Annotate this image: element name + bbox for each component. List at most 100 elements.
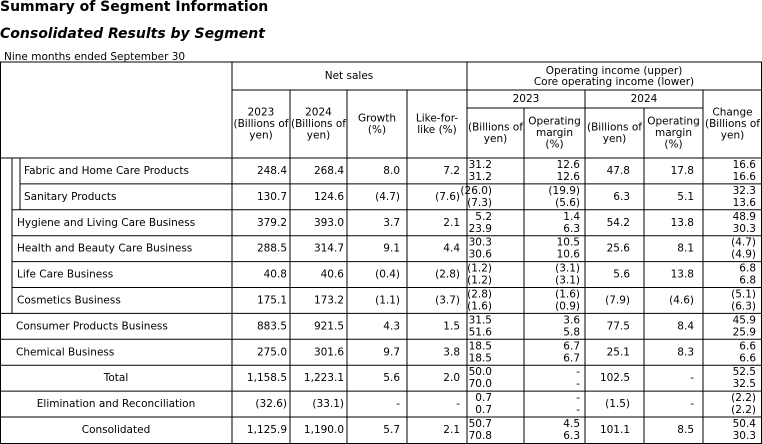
title: Summary of Segment Information xyxy=(0,0,268,15)
cell-value: 5.1 xyxy=(677,191,694,203)
cell-value: (1.6) xyxy=(555,288,580,300)
cell-value: 50.0 xyxy=(469,366,492,378)
subtitle: Consolidated Results by Segment xyxy=(0,26,266,42)
column-header: Growth xyxy=(358,112,396,124)
cell-value: 0.7 xyxy=(475,392,492,404)
row-label: Chemical Business xyxy=(16,346,114,358)
cell-value: (4.7) xyxy=(731,237,756,249)
cell-value: (3.1) xyxy=(555,263,580,275)
column-header: (Billions of xyxy=(587,121,642,133)
column-header: yen) xyxy=(307,130,330,142)
row-label: Cosmetics Business xyxy=(17,294,121,306)
column-header: yen) xyxy=(484,133,507,145)
cell-value: 18.5 xyxy=(469,340,492,352)
year-header: 2023 xyxy=(513,93,540,105)
column-header: (%) xyxy=(545,139,563,151)
cell-value: 30.3 xyxy=(469,237,492,249)
cell-value: - xyxy=(576,366,580,378)
cell-value: 6.3 xyxy=(563,223,580,235)
cell-value: 175.1 xyxy=(257,294,287,306)
cell-value: 2.1 xyxy=(443,424,460,436)
cell-value: (0.9) xyxy=(555,300,580,312)
column-header: Like-for- xyxy=(416,112,458,124)
cell-value: 0.7 xyxy=(475,404,492,416)
cell-value: 9.1 xyxy=(383,243,400,255)
cell-value: 5.7 xyxy=(383,424,400,436)
cell-value: (7.6) xyxy=(435,191,460,203)
cell-value: 275.0 xyxy=(257,346,287,358)
cell-value: 102.5 xyxy=(600,372,630,384)
cell-value: 5.8 xyxy=(563,326,580,338)
cell-value: - xyxy=(396,398,400,410)
cell-value: 5.6 xyxy=(613,269,630,281)
cell-value: (32.6) xyxy=(255,398,287,410)
row-label: Fabric and Home Care Products xyxy=(24,165,189,177)
cell-value: (5.1) xyxy=(731,288,756,300)
cell-value: (1.1) xyxy=(375,294,400,306)
cell-value: 10.6 xyxy=(557,249,581,261)
cell-value: 25.6 xyxy=(607,243,631,255)
cell-value: (33.1) xyxy=(312,398,344,410)
cell-value: (1.6) xyxy=(467,300,492,312)
cell-value: 6.7 xyxy=(563,340,580,352)
row-label: Consumer Products Business xyxy=(16,320,168,332)
cell-value: 70.0 xyxy=(469,378,492,390)
cell-value: 10.5 xyxy=(557,237,580,249)
cell-value: 25.1 xyxy=(607,346,630,358)
cell-value: 48.9 xyxy=(733,211,756,223)
column-header: (Billions of xyxy=(234,118,289,130)
cell-value: 379.2 xyxy=(257,217,287,229)
cell-value: - xyxy=(456,398,460,410)
cell-value: (2.8) xyxy=(435,269,460,281)
cell-value: (7.3) xyxy=(467,197,492,209)
column-header: margin xyxy=(536,127,573,139)
cell-value: 3.6 xyxy=(563,314,580,326)
cell-value: 2.0 xyxy=(443,372,460,384)
cell-value: 1,190.0 xyxy=(304,424,344,436)
cell-value: (3.1) xyxy=(555,275,580,287)
cell-value: 6.8 xyxy=(739,275,756,287)
group-header: Net sales xyxy=(325,70,374,82)
column-header: (%) xyxy=(664,139,682,151)
cell-value: 5.6 xyxy=(383,372,400,384)
cell-value: 4.5 xyxy=(563,418,580,430)
cell-value: 8.0 xyxy=(383,165,400,177)
column-header: margin xyxy=(655,127,692,139)
cell-value: 16.6 xyxy=(733,159,757,171)
cell-value: (2.2) xyxy=(731,404,756,416)
row-label: Total xyxy=(103,372,129,384)
cell-value: (4.7) xyxy=(375,191,400,203)
cell-value: 9.7 xyxy=(383,346,400,358)
cell-value: 3.7 xyxy=(383,217,400,229)
cell-value: 6.3 xyxy=(613,191,630,203)
cell-value: 47.8 xyxy=(607,165,630,177)
cell-value: 32.5 xyxy=(733,378,756,390)
cell-value: (5.6) xyxy=(555,197,580,209)
cell-value: 8.3 xyxy=(677,346,694,358)
cell-value: 50.7 xyxy=(469,418,492,430)
cell-value: - xyxy=(576,392,580,404)
cell-value: 1,223.1 xyxy=(304,372,344,384)
cell-value: 16.6 xyxy=(733,171,757,183)
cell-value: 883.5 xyxy=(257,320,287,332)
cell-value: 13.8 xyxy=(671,269,694,281)
cell-value: 12.6 xyxy=(557,171,581,183)
cell-value: 77.5 xyxy=(607,320,630,332)
cell-value: 32.3 xyxy=(733,185,756,197)
cell-value: 2.1 xyxy=(443,217,460,229)
cell-value: 51.6 xyxy=(469,326,493,338)
cell-value: 173.2 xyxy=(314,294,344,306)
cell-value: 1.4 xyxy=(563,211,580,223)
cell-value: (7.9) xyxy=(605,294,630,306)
column-header: yen) xyxy=(721,130,744,142)
column-header: Operating xyxy=(528,116,581,128)
cell-value: 124.6 xyxy=(314,191,344,203)
cell-value: 393.0 xyxy=(314,217,344,229)
cell-value: 921.5 xyxy=(314,320,344,332)
cell-value: 4.4 xyxy=(443,243,460,255)
column-header: Operating xyxy=(647,116,700,128)
cell-value: (2.8) xyxy=(467,288,492,300)
cell-value: (3.7) xyxy=(435,294,460,306)
cell-value: 25.9 xyxy=(733,326,756,338)
